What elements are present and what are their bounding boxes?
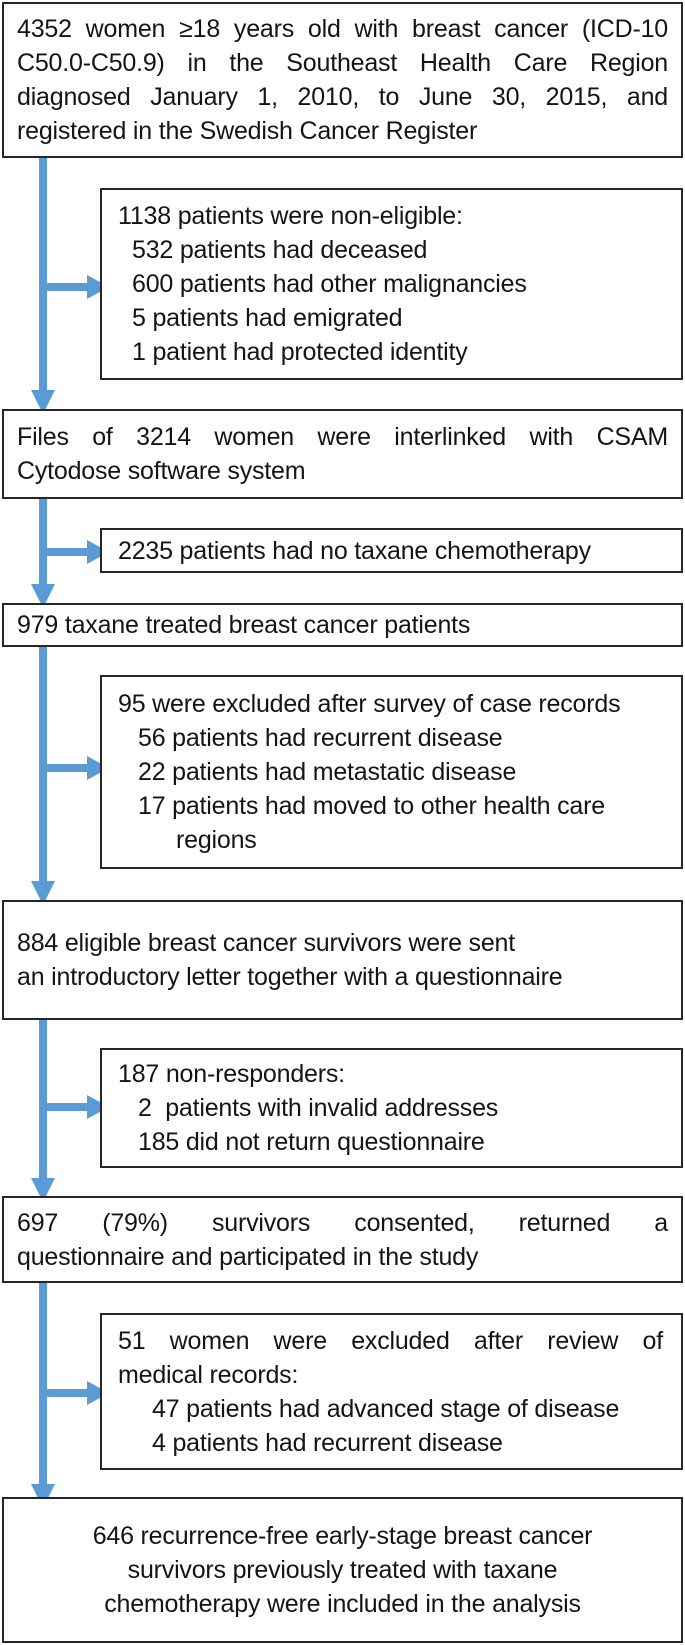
text-line: questionnaire and participated in the st…: [17, 1242, 479, 1271]
branch-arrow-4: [43, 1103, 87, 1111]
branch-arrow-1: [43, 283, 87, 291]
text-line: 2 patients with invalid addresses: [138, 1094, 499, 1122]
text-line: Files of 3214 women were interlinked wit…: [17, 423, 668, 451]
text-line: chemotherapy were included in the analys…: [104, 1590, 581, 1618]
text-line: 22 patients had metastatic disease: [138, 758, 517, 786]
flow-arrow-down-2: [39, 499, 47, 585]
flow-box-enrollment: 4352 women ≥18 years old with breast can…: [2, 2, 683, 158]
text-line: 979 taxane treated breast cancer patient…: [17, 611, 471, 639]
flow-arrow-down-4: [39, 1020, 47, 1178]
flow-box-eligible-survivors: 884 eligible breast cancer survivors wer…: [2, 900, 683, 1020]
text-line: 2235 patients had no taxane chemotherapy: [118, 536, 591, 565]
text-line: regions: [176, 826, 257, 854]
flow-box-taxane-treated: 979 taxane treated breast cancer patient…: [2, 603, 683, 647]
text-line: C50.0-C50.9) in the Southeast Health Car…: [17, 49, 668, 77]
text-line: Cytodose software system: [17, 457, 306, 485]
flow-box-excluded-medical-records: 51 women were excluded after review of m…: [100, 1313, 683, 1470]
flow-box-non-eligible: 1138 patients were non-eligible: 532 pat…: [100, 188, 683, 380]
branch-arrow-3: [43, 764, 87, 772]
text-line: 187 non-responders:: [118, 1060, 345, 1088]
text-line: 697 (79%) survivors consented, returned …: [17, 1208, 668, 1237]
flow-arrow-down-1: [39, 158, 47, 391]
text-line: 51 women were excluded after review of: [118, 1326, 663, 1355]
text-line: 1138 patients were non-eligible:: [118, 202, 463, 230]
flow-box-no-taxane: 2235 patients had no taxane chemotherapy: [100, 528, 683, 573]
text-line: 532 patients had deceased: [132, 236, 428, 264]
text-line: 5 patients had emigrated: [132, 304, 403, 332]
text-line: 884 eligible breast cancer survivors wer…: [17, 929, 515, 957]
text-line: 646 recurrence-free early-stage breast c…: [92, 1522, 593, 1550]
text-line: 1 patient had protected identity: [132, 338, 468, 366]
flow-arrow-down-5: [39, 1283, 47, 1484]
text-line: 95 were excluded after survey of case re…: [118, 690, 621, 718]
text-line: 47 patients had advanced stage of diseas…: [152, 1394, 620, 1423]
flow-box-excluded-case-records: 95 were excluded after survey of case re…: [100, 675, 683, 869]
branch-arrow-2: [43, 548, 87, 556]
flow-box-consented: 697 (79%) survivors consented, returned …: [2, 1196, 683, 1283]
flow-box-non-responders: 187 non-responders: 2 patients with inva…: [100, 1048, 683, 1168]
text-line: survivors previously treated with taxane: [127, 1556, 558, 1584]
text-line: an introductory letter together with a q…: [17, 963, 563, 991]
flow-box-interlinked: Files of 3214 women were interlinked wit…: [2, 409, 683, 499]
text-line: medical records:: [118, 1360, 299, 1389]
text-line: 185 did not return questionnaire: [138, 1128, 485, 1156]
text-line: 4352 women ≥18 years old with breast can…: [17, 15, 668, 43]
text-line: 17 patients had moved to other health ca…: [138, 792, 605, 820]
flow-box-included-analysis: 646 recurrence-free early-stage breast c…: [2, 1497, 683, 1643]
text-line: diagnosed January 1, 2010, to June 30, 2…: [17, 83, 668, 111]
text-line: 600 patients had other malignancies: [132, 270, 527, 298]
text-line: 56 patients had recurrent disease: [138, 724, 503, 752]
branch-arrow-5: [43, 1389, 87, 1397]
text-line: registered in the Swedish Cancer Registe…: [17, 117, 478, 145]
text-line: 4 patients had recurrent disease: [152, 1428, 503, 1457]
